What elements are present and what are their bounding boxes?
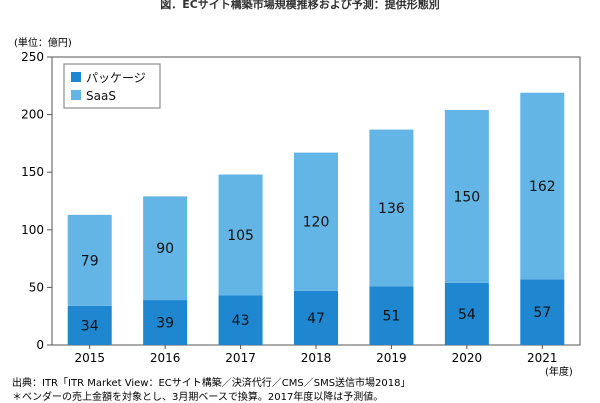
bar-segment-saas (444, 109, 489, 283)
y-tick-label: 250 (21, 50, 44, 64)
legend-swatch (71, 90, 81, 100)
data-label: 79 (81, 253, 99, 269)
bar-segment-saas (520, 92, 565, 280)
data-label: 105 (227, 228, 254, 244)
bar-segment-package (294, 290, 338, 345)
data-label: 162 (529, 179, 556, 195)
bar-segment-package (369, 286, 414, 345)
y-tick-label: 200 (21, 108, 44, 122)
bar-segment-saas (369, 129, 414, 287)
bar-segment-saas (143, 196, 188, 301)
x-tick-label: 2021 (527, 351, 558, 365)
x-tick-label: 2020 (452, 351, 483, 365)
data-label: 120 (303, 215, 330, 231)
legend-box (63, 63, 161, 109)
bar-segment-package (143, 300, 188, 345)
x-tick-label: 2018 (301, 351, 332, 365)
data-label: 39 (156, 316, 174, 332)
x-tick-label: 2017 (225, 351, 256, 365)
y-tick-label: 100 (21, 223, 44, 237)
x-unit-label: (年度) (545, 367, 573, 378)
footnote: ＊ベンダーの売上金額を対象とし、3月期ベースで換算。2017年度以降は予測値。 (12, 392, 384, 403)
bar-segment-package (218, 295, 263, 345)
bar-segment-package (520, 279, 565, 345)
data-label: 90 (156, 241, 174, 257)
x-tick-label: 2015 (74, 351, 105, 365)
x-tick-label: 2016 (150, 351, 181, 365)
data-label: 57 (533, 305, 551, 321)
x-tick-label: 2019 (376, 351, 407, 365)
data-label: 34 (81, 318, 99, 334)
y-tick-label: 150 (21, 165, 44, 179)
bar-segment-saas (67, 214, 112, 306)
legend-label: パッケージ (86, 71, 146, 85)
bar-segment-saas (218, 174, 263, 296)
data-label: 136 (378, 201, 405, 217)
bar-segment-package (444, 282, 489, 345)
data-label: 150 (453, 189, 480, 205)
legend-label: SaaS (86, 89, 116, 103)
data-label: 51 (383, 309, 401, 325)
data-label: 43 (232, 313, 250, 329)
chart-title: 図．ECサイト構築市場規模推移および予測：提供形態別 (160, 0, 440, 11)
legend-swatch (71, 72, 81, 82)
bar-segment-package (67, 305, 112, 345)
y-unit-label: (単位：億円) (14, 38, 72, 49)
source-note: 出典：ITR「ITR Market View：ECサイト構築／決済代行／CMS／… (12, 378, 411, 389)
data-label: 54 (458, 307, 476, 323)
data-label: 47 (307, 311, 325, 327)
bar-segment-saas (294, 152, 338, 291)
y-tick-label: 0 (36, 338, 44, 352)
y-tick-label: 50 (29, 280, 44, 294)
